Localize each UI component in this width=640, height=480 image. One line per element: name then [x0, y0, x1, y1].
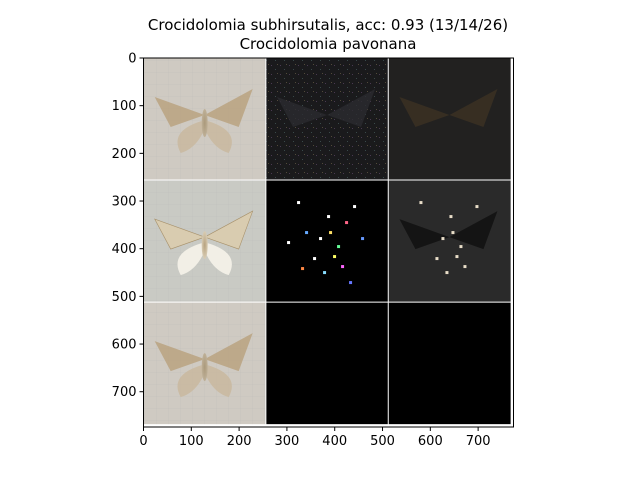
saliency-speck [287, 241, 291, 245]
tile-masked-overlay-r1c2 [388, 180, 511, 303]
noise-texture [265, 58, 389, 181]
tile-dark-overlay-r0c2 [388, 58, 511, 181]
saliency-speck [313, 257, 317, 261]
saliency-speck [353, 205, 357, 209]
masked-speck [419, 201, 423, 205]
moth-shape [154, 333, 253, 398]
saliency-speck [323, 271, 327, 275]
saliency-speck [341, 265, 345, 269]
y-tick-label: 600 [112, 338, 137, 353]
moth-silhouette [399, 211, 498, 250]
tile-blank-r2c1 [265, 302, 389, 425]
moth-silhouette [399, 89, 498, 128]
x-tick-label: 500 [370, 434, 395, 449]
y-tick-label: 400 [112, 242, 137, 257]
y-tick-label: 0 [128, 52, 136, 67]
x-tick-label: 0 [139, 434, 147, 449]
saliency-speck [333, 255, 337, 259]
x-tick-label: 200 [227, 434, 252, 449]
moth-shape [154, 89, 253, 154]
saliency-speck [327, 215, 331, 219]
chart-subtitle: Crocidolomia pavonana [239, 35, 417, 53]
x-tick-label: 300 [274, 434, 299, 449]
saliency-speck [305, 231, 309, 235]
chart-title: Crocidolomia subhirsutalis, acc: 0.93 (1… [147, 16, 509, 34]
tile-sparse-saliency-map-r1c1 [265, 180, 389, 303]
moth-decor-layer [143, 58, 514, 427]
moth-shape [154, 210, 254, 276]
saliency-speck [329, 231, 333, 235]
axis-ticks: 0 100 200 300 400 500 600 700 0 100 200 300 400 500 60… [112, 52, 491, 450]
masked-speck [455, 255, 459, 259]
tile-blank-r2c2 [388, 302, 511, 425]
x-tick-label: 600 [418, 434, 443, 449]
x-tick-label: 700 [466, 434, 491, 449]
y-tick-label: 100 [112, 99, 137, 114]
y-tick-label: 500 [112, 290, 137, 305]
saliency-speck [361, 237, 365, 241]
masked-speck [459, 245, 463, 249]
moth-silhouette [277, 89, 376, 128]
axes-frame [143, 57, 514, 428]
saliency-speck [345, 221, 349, 225]
saliency-speck [337, 245, 341, 249]
y-tick-label: 200 [112, 147, 137, 162]
x-tick-label: 100 [179, 434, 204, 449]
masked-speck [475, 205, 479, 209]
masked-speck [463, 265, 467, 269]
x-tick-label: 400 [322, 434, 347, 449]
saliency-speck [349, 281, 353, 285]
masked-speck [449, 215, 453, 219]
masked-speck [441, 237, 445, 241]
y-tick-label: 300 [112, 195, 137, 210]
masked-speck [435, 257, 439, 261]
masked-speck [445, 271, 449, 275]
saliency-speck [301, 267, 305, 271]
saliency-speck [297, 201, 301, 205]
saliency-speck [319, 237, 323, 241]
masked-speck [451, 231, 455, 235]
y-tick-label: 700 [112, 385, 137, 400]
